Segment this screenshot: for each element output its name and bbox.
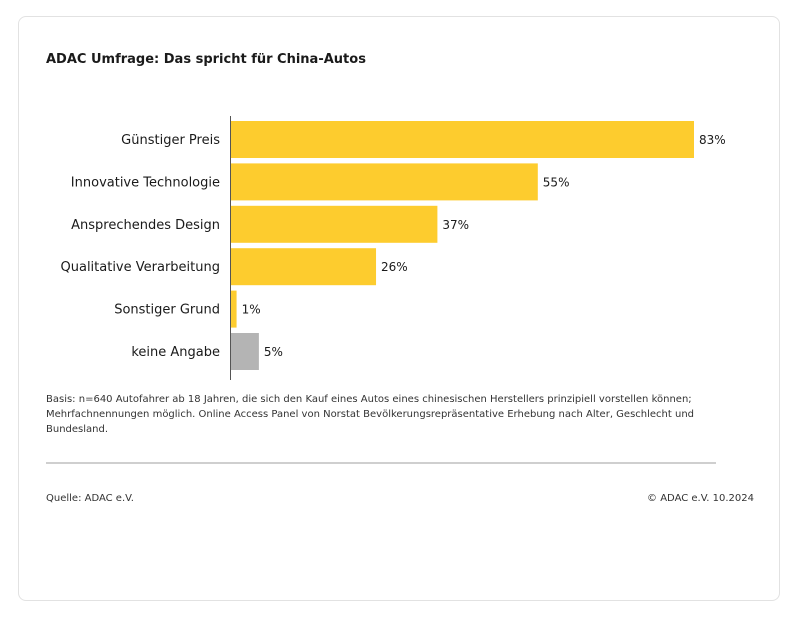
footnote: Basis: n=640 Autofahrer ab 18 Jahren, di… — [46, 394, 695, 435]
chart-card — [18, 16, 780, 601]
bar-5 — [231, 333, 259, 370]
bar-1 — [231, 163, 538, 201]
source-label: Quelle: ADAC e.V. — [46, 493, 134, 504]
divider — [46, 462, 716, 464]
bar-3 — [231, 248, 377, 286]
value-label-3: 26% — [381, 260, 408, 274]
value-label-4: 1% — [242, 303, 261, 317]
value-label-2: 37% — [442, 218, 469, 232]
value-label-1: 55% — [543, 175, 570, 189]
category-label-2: Ansprechendes Design — [71, 218, 220, 233]
chart-title: ADAC Umfrage: Das spricht für China-Auto… — [46, 52, 366, 67]
bar-0 — [231, 121, 694, 158]
copyright-label: © ADAC e.V. 10.2024 — [647, 493, 754, 504]
value-label-0: 83% — [699, 133, 726, 147]
category-label-0: Günstiger Preis — [121, 133, 220, 148]
value-label-5: 5% — [264, 345, 283, 359]
category-label-4: Sonstiger Grund — [114, 303, 220, 318]
category-label-5: keine Angabe — [131, 345, 220, 360]
bar-4 — [231, 290, 237, 328]
category-label-1: Innovative Technologie — [71, 175, 220, 190]
bar-2 — [231, 205, 438, 243]
bars-layer: Günstiger Preis 83% Innovative Technologie… — [61, 121, 726, 370]
category-label-3: Qualitative Verarbeitung — [61, 260, 221, 275]
